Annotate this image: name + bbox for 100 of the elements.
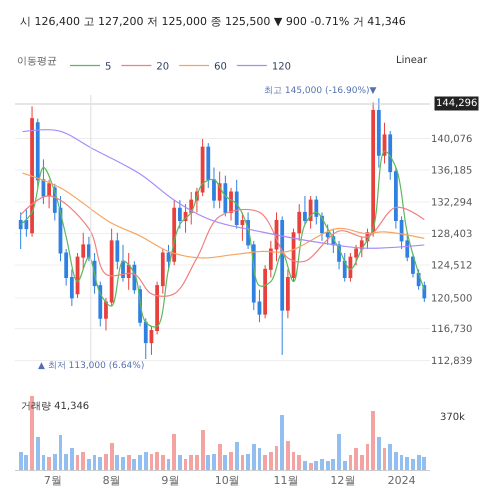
candlestick (104, 297, 108, 331)
bar (189, 455, 193, 470)
bar (258, 448, 261, 470)
bar (155, 452, 159, 470)
bar (36, 437, 40, 470)
y-tick-label: 136,185 (431, 166, 472, 177)
bar (388, 444, 392, 470)
text: 370k (440, 412, 466, 423)
bar (87, 459, 91, 470)
candlestick (200, 138, 204, 197)
bar (167, 459, 170, 470)
y-tick-label: 112,839 (431, 356, 472, 367)
bar (377, 437, 381, 470)
candlestick (87, 236, 91, 262)
candlestick (314, 196, 318, 226)
bar (223, 455, 227, 470)
candlestick (30, 106, 34, 238)
candlestick (70, 268, 74, 307)
bar (70, 448, 74, 470)
candlestick (42, 158, 46, 205)
bar (314, 461, 318, 470)
bar (104, 454, 108, 470)
bar (241, 455, 244, 470)
candlestick (160, 248, 165, 294)
bar (263, 455, 267, 470)
bar (161, 455, 165, 470)
chart-title: 시 126,400 고 127,200 저 125,000 종 125,500 ▼ 900 -0.71% 거 41,346 (20, 15, 406, 28)
x-tick-label: 2024 (388, 474, 416, 488)
y-tick-label: 116,730 (431, 324, 472, 336)
candlestick (64, 248, 68, 286)
candlestick (206, 142, 210, 188)
bar (47, 457, 51, 470)
bar (411, 459, 415, 470)
candlestick (263, 264, 268, 319)
bar (172, 434, 176, 470)
x-tick-label: 12월 (330, 474, 356, 488)
y-tick-label: 140,076 (431, 134, 472, 145)
legend-label: 20 (156, 61, 170, 72)
bar (309, 463, 313, 470)
candlestick (308, 196, 313, 230)
bar (64, 454, 68, 470)
x-tick-label: 8월 (102, 474, 121, 488)
x-tick-label: 11월 (273, 474, 298, 488)
y-tick-label: 132,294 (431, 197, 472, 208)
bar (343, 461, 347, 470)
bar (286, 441, 290, 470)
bar (127, 455, 131, 470)
legend-label: 120 (272, 61, 291, 72)
bar (269, 452, 273, 470)
candlestick (110, 228, 114, 307)
line-series (20, 150, 425, 328)
bar (138, 455, 142, 470)
y-tick-label: 124,512 (431, 260, 472, 272)
bar (246, 454, 250, 470)
y-tick-label: 120,500 (431, 293, 472, 304)
candlestick (58, 196, 62, 262)
bar (297, 455, 301, 470)
ref-line-label: 144,296 (436, 98, 478, 109)
bar (59, 435, 62, 470)
bar (195, 455, 199, 470)
bar (93, 455, 96, 470)
bar (400, 455, 403, 470)
candlestick (376, 98, 381, 168)
annotation: 거래량 41,346 (21, 401, 90, 412)
candlestick (126, 252, 131, 290)
bar (360, 455, 364, 470)
bar (178, 455, 182, 470)
candlestick (388, 130, 392, 180)
bar (337, 434, 341, 470)
bar (42, 455, 45, 470)
candlestick (223, 175, 228, 217)
bar (275, 446, 278, 470)
bar (98, 457, 102, 470)
candlestick (280, 216, 284, 356)
bar (371, 411, 375, 470)
candlestick (81, 232, 86, 270)
y-tick-label: 128,403 (431, 228, 472, 240)
candlestick (326, 224, 330, 246)
bar (303, 461, 307, 470)
bar (115, 455, 119, 470)
candlestick (47, 179, 51, 209)
candlestick (178, 200, 182, 230)
candlestick (303, 196, 307, 226)
x-tick-label: 9월 (161, 474, 180, 488)
annotation: ▲ 최저 113,000 (6.64%) (38, 361, 144, 371)
bar (150, 454, 153, 470)
candlestick (342, 252, 347, 282)
candlestick (184, 204, 188, 234)
x-tick-label: 7월 (44, 474, 62, 488)
bar (354, 448, 358, 470)
bar (53, 454, 57, 470)
bar (132, 459, 136, 470)
bar (218, 444, 222, 470)
legend-label: 5 (105, 61, 112, 72)
bar (144, 452, 148, 470)
x-tick-label: 10월 (214, 474, 240, 488)
bar (320, 459, 324, 470)
candlestick (166, 244, 170, 270)
candlestick (382, 122, 386, 164)
bar (121, 457, 125, 470)
